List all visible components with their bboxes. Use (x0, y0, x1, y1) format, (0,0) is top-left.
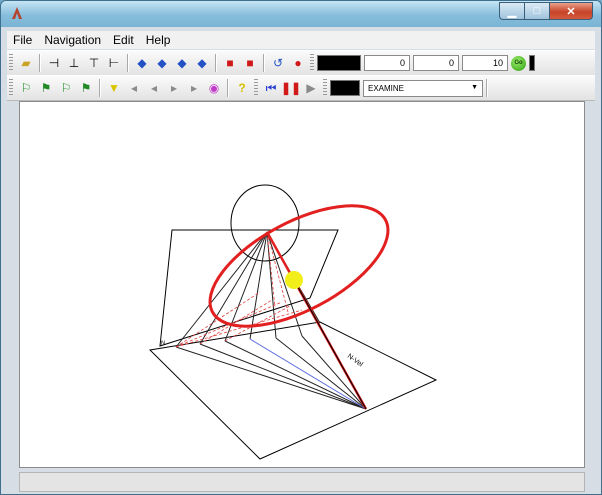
jump-icon[interactable]: ⚐ (60, 81, 72, 95)
3d-scene[interactable]: N N-Vel (20, 102, 584, 467)
light-icon[interactable]: ▼ (108, 81, 120, 95)
value-field-2[interactable]: 0 (413, 55, 459, 71)
menu-navigation[interactable]: Navigation (44, 33, 102, 47)
rewind-icon[interactable]: ⏮ (265, 81, 277, 95)
close-button[interactable]: ✕ (550, 2, 593, 20)
lock-icon[interactable]: ■ (226, 56, 234, 70)
title-bar[interactable]: ▁ □ ✕ (1, 1, 601, 27)
arrow-down-bar-icon[interactable]: ⊤ (88, 56, 100, 70)
go-button[interactable]: Go (511, 55, 526, 71)
toolbar-separator (39, 54, 41, 72)
scene-label-angled: N-Vel (346, 353, 364, 369)
mode-swatch[interactable] (330, 80, 360, 96)
navigation-mode-select[interactable]: EXAMINE ▼ (363, 79, 483, 97)
arrow-left-bar-icon[interactable]: ⊣ (48, 56, 60, 70)
value-field-1[interactable]: 0 (364, 55, 410, 71)
open-folder-icon[interactable]: ▰ (21, 56, 31, 70)
status-bar (19, 472, 585, 492)
unlock-icon[interactable]: ■ (246, 56, 254, 70)
toolbar-grip[interactable] (254, 79, 258, 97)
run-icon[interactable]: ⚑ (40, 81, 52, 95)
ground-plane (148, 321, 438, 460)
arrow-up-bar-icon[interactable]: ⊥ (68, 56, 80, 70)
toolbar-grip[interactable] (323, 79, 327, 97)
minimize-button[interactable]: ▁ (499, 2, 525, 20)
record-icon[interactable]: ● (294, 56, 302, 70)
toolbar-separator (263, 54, 265, 72)
toolbar-navigation: ⚐ ⚑ ⚐ ⚑ ▼ ◂ ◂ ▸ ▸ ◉ ? ⏮ ❚❚ ▶ EXAMINE ▼ (7, 75, 595, 101)
menu-edit[interactable]: Edit (113, 33, 134, 47)
scene-label-small: N (161, 341, 165, 347)
black-axis (293, 279, 367, 410)
viewpoint-icon[interactable]: ◉ (208, 81, 220, 95)
toolbar-grip[interactable] (9, 79, 13, 97)
blue-line (249, 338, 367, 410)
chevron-down-icon[interactable]: ▼ (471, 83, 478, 91)
vertical-plane (159, 229, 339, 347)
toolbar-separator (99, 79, 101, 97)
focus-fan (175, 335, 367, 410)
menu-file[interactable]: File (13, 33, 33, 47)
rotate-left-icon[interactable]: ◆ (137, 56, 147, 70)
arrow-right-bar-icon[interactable]: ⊢ (108, 56, 120, 70)
toolbar-separator (486, 79, 488, 97)
value-field-3[interactable]: 10 (462, 55, 508, 71)
help-icon[interactable]: ? (238, 81, 246, 95)
maximize-button[interactable]: □ (525, 2, 550, 20)
toolbar-main: ▰ ⊣ ⊥ ⊤ ⊢ ◆ ◆ ◆ ◆ ■ ■ ↺ ● 0 0 10 Go (7, 50, 595, 76)
walk-icon[interactable]: ⚐ (20, 81, 32, 95)
toolbar-separator (127, 54, 129, 72)
rotate-right-icon[interactable]: ◆ (157, 56, 167, 70)
sphere-outline (230, 184, 300, 262)
color-swatch[interactable] (317, 55, 361, 71)
3d-viewport[interactable]: N N-Vel (19, 101, 585, 468)
navigation-mode-value: EXAMINE (368, 83, 405, 93)
reset-icon[interactable]: ↺ (272, 56, 284, 70)
toolbar-grip[interactable] (310, 54, 314, 72)
rotate-down-icon[interactable]: ◆ (197, 56, 207, 70)
nav-back-icon[interactable]: ◂ (150, 81, 158, 95)
play-icon[interactable]: ▶ (306, 81, 316, 95)
red-orbit (208, 204, 390, 328)
red-rays (175, 231, 303, 348)
nav-right-icon[interactable]: ▸ (190, 81, 198, 95)
fly-icon[interactable]: ⚑ (80, 81, 92, 95)
window-controls: ▁ □ ✕ (499, 2, 593, 20)
nav-forward-icon[interactable]: ▸ (170, 81, 178, 95)
menu-help[interactable]: Help (145, 33, 171, 47)
toolbar-separator (227, 79, 229, 97)
rotate-up-icon[interactable]: ◆ (177, 56, 187, 70)
toolbar-grip[interactable] (9, 54, 13, 72)
app-icon (12, 7, 22, 19)
pause-icon[interactable]: ❚❚ (280, 81, 302, 95)
sun[interactable] (285, 271, 303, 289)
color-swatch-2[interactable] (529, 55, 535, 71)
nav-left-icon[interactable]: ◂ (130, 81, 138, 95)
menu-bar: File Navigation Edit Help (7, 31, 595, 49)
toolbar-separator (215, 54, 217, 72)
